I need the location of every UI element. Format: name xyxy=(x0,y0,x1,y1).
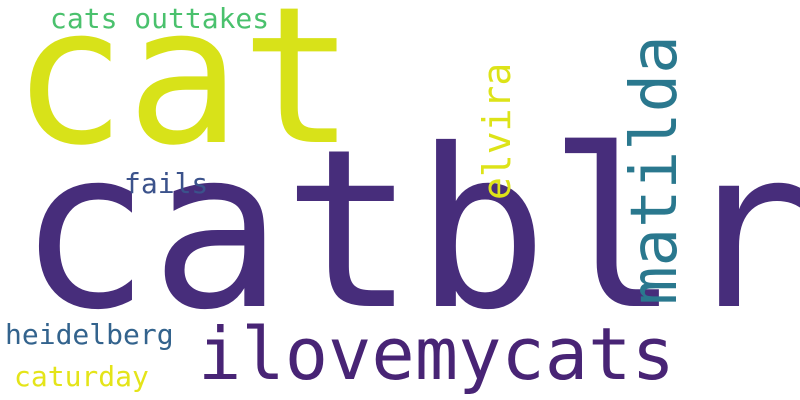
word-catblr: catblr xyxy=(18,102,800,358)
word-heidelberg: heidelberg xyxy=(5,318,174,351)
word-elvira: elvira xyxy=(475,62,519,200)
word-ilovemycats: ilovemycats xyxy=(198,312,675,396)
word-cat: cat xyxy=(12,0,356,187)
word-fails: fails xyxy=(124,167,209,200)
word-cats-outtakes: cats outtakes xyxy=(50,2,270,35)
word-matilda: matilda xyxy=(618,35,692,305)
word-caturday: caturday xyxy=(14,360,149,393)
